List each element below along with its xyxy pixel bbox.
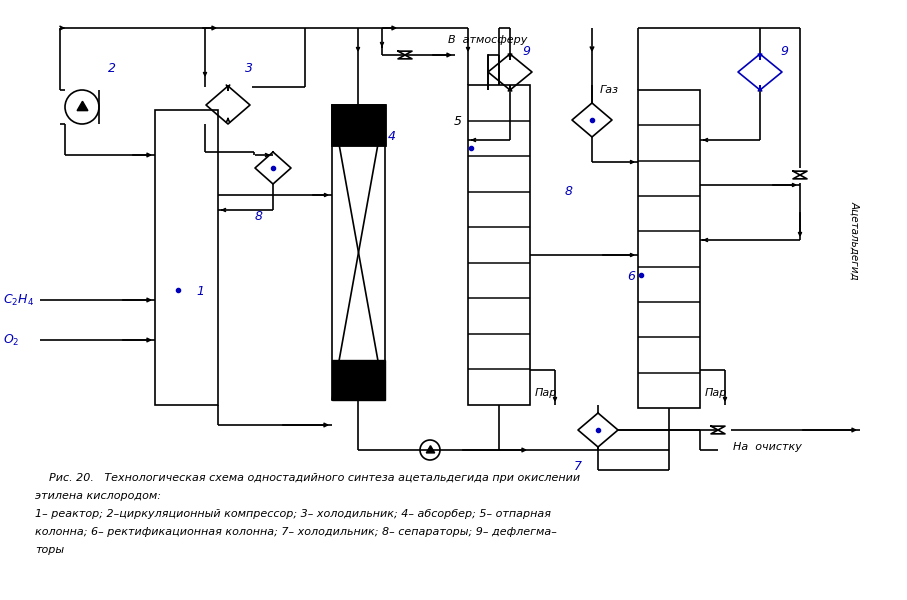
Text: колонна; 6– ректификационная колонна; 7– холодильник; 8– сепараторы; 9– дефлегма: колонна; 6– ректификационная колонна; 7–…: [35, 527, 557, 537]
Text: 9: 9: [522, 45, 530, 58]
Text: Пар: Пар: [535, 388, 558, 398]
Text: 7: 7: [574, 460, 582, 473]
Bar: [638, 90, 700, 408]
Text: O$_2$: O$_2$: [3, 332, 20, 347]
Text: 3: 3: [245, 62, 253, 75]
Text: Газ: Газ: [600, 85, 619, 95]
Text: Ацетальдегид: Ацетальдегид: [850, 200, 860, 280]
Text: 1– реактор; 2–циркуляционный компрессор; 3– холодильник; 4– абсорбер; 5– отпарна: 1– реактор; 2–циркуляционный компрессор;…: [35, 509, 551, 519]
Text: C$_2$H$_4$: C$_2$H$_4$: [3, 292, 34, 308]
Text: 1: 1: [196, 285, 204, 298]
Text: На  очистку: На очистку: [733, 442, 802, 452]
Bar: [468, 85, 530, 405]
Bar: [155, 110, 218, 405]
Text: 2: 2: [108, 62, 116, 75]
Text: 8: 8: [565, 185, 573, 198]
Text: 8: 8: [255, 210, 263, 223]
Text: Пар: Пар: [705, 388, 727, 398]
Bar: [332, 105, 385, 145]
Text: 5: 5: [454, 115, 462, 128]
Text: торы: торы: [35, 545, 64, 555]
Text: В  атмосферу: В атмосферу: [448, 35, 527, 45]
Text: 9: 9: [780, 45, 788, 58]
Polygon shape: [332, 360, 385, 400]
Text: этилена кислородом:: этилена кислородом:: [35, 491, 161, 501]
Text: Рис. 20.   Технологическая схема одностадийного синтеза ацетальдегида при окисле: Рис. 20. Технологическая схема одностади…: [35, 473, 580, 483]
Text: 6: 6: [627, 270, 635, 283]
Polygon shape: [332, 105, 385, 145]
Bar: [332, 105, 385, 400]
Text: 4: 4: [388, 130, 396, 143]
